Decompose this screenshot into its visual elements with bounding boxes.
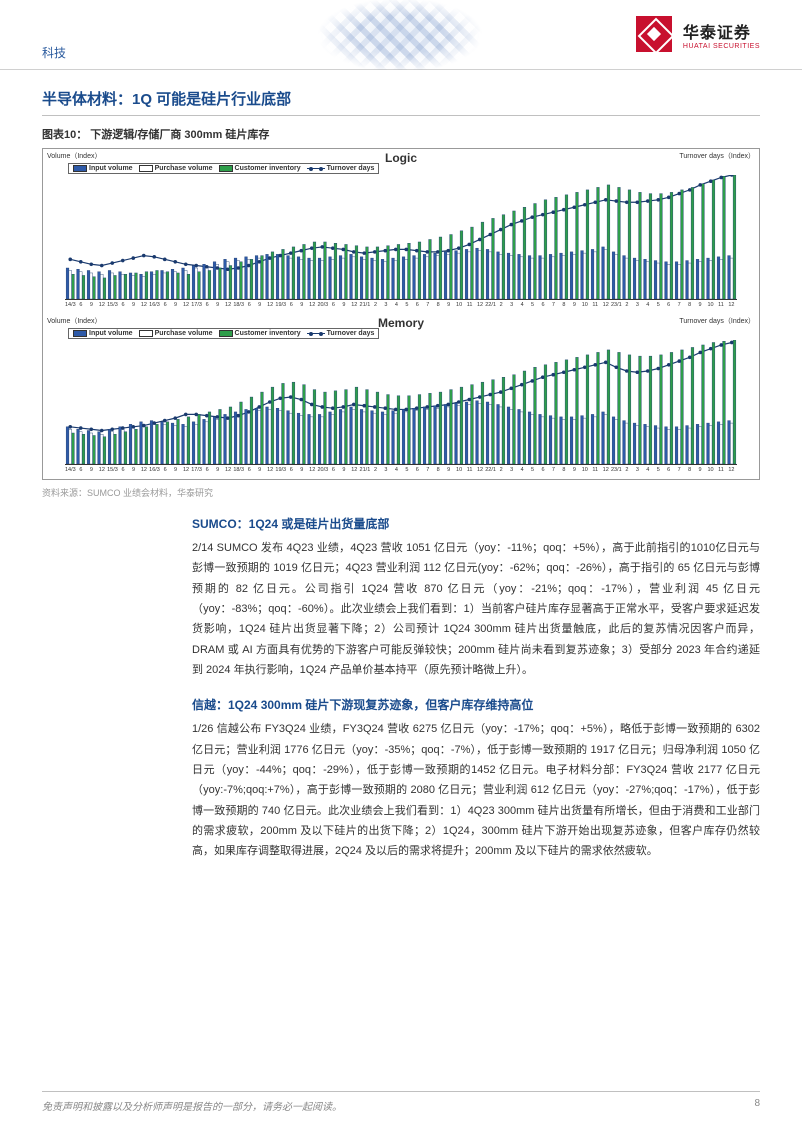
chart-logic: Logic Volume（Index） Turnover days（Index）…	[43, 149, 759, 314]
x-axis-logic: 14/3691215/3691216/3691217/3691218/36912…	[65, 300, 737, 314]
plot-area-memory	[65, 340, 737, 465]
legend-sw-line	[307, 333, 325, 334]
logo-mark	[636, 16, 672, 52]
logo-en: HUATAI SECURITIES	[683, 43, 760, 50]
logo-cn: 华泰证券	[683, 19, 760, 43]
plot-area-logic	[65, 175, 737, 300]
subhead-sumco: SUMCO：1Q24 或是硅片出货量底部	[192, 515, 760, 532]
legend-sw-inventory	[219, 165, 233, 172]
legend-sw-input	[73, 165, 87, 172]
legend-sw-input	[73, 330, 87, 337]
chart-title-memory: Memory	[378, 316, 424, 330]
legend: Input volume Purchase volume Customer in…	[68, 328, 379, 339]
para-sumco: 2/14 SUMCO 发布 4Q23 业绩，4Q23 营收 1051 亿日元（y…	[192, 538, 760, 680]
page-header: 科技 华泰证券 HUATAI SECURITIES	[0, 0, 802, 70]
body-text: SUMCO：1Q24 或是硅片出货量底部 2/14 SUMCO 发布 4Q23 …	[42, 515, 760, 862]
y-axis-left-label: Volume（Index）	[47, 151, 101, 161]
x-axis-memory: 14/3691215/3691216/3691217/3691218/36912…	[65, 465, 737, 479]
footer-disclaimer: 免责声明和披露以及分析师声明是报告的一部分，请务必一起阅读。	[42, 1098, 342, 1113]
logo: 华泰证券 HUATAI SECURITIES	[636, 16, 760, 52]
y-axis-left-label: Volume（Index）	[47, 316, 101, 326]
page-footer: 免责声明和披露以及分析师声明是报告的一部分，请务必一起阅读。 8	[42, 1091, 760, 1113]
chart-memory: Memory Volume（Index） Turnover days（Index…	[43, 314, 759, 479]
legend: Input volume Purchase volume Customer in…	[68, 163, 379, 174]
legend-sw-purchase	[139, 165, 153, 172]
header-decor	[280, 0, 520, 70]
para-shinetsu: 1/26 信越公布 FY3Q24 业绩，FY3Q24 营收 6275 亿日元（y…	[192, 719, 760, 861]
chart-title-logic: Logic	[385, 151, 417, 165]
legend-sw-inventory	[219, 330, 233, 337]
legend-sw-line	[307, 168, 325, 169]
footer-page: 8	[754, 1098, 760, 1113]
chart-panel: Logic Volume（Index） Turnover days（Index）…	[42, 148, 760, 480]
y-axis-right-label: Turnover days（Index）	[679, 316, 755, 326]
legend-sw-purchase	[139, 330, 153, 337]
subhead-shinetsu: 信越：1Q24 300mm 硅片下游现复苏迹象，但客户库存维持高位	[192, 696, 760, 713]
figure-caption: 图表10： 下游逻辑/存储厂商 300mm 硅片库存	[42, 126, 760, 142]
section-title: 半导体材料：1Q 可能是硅片行业底部	[42, 88, 760, 116]
source-note: 资料来源：SUMCO 业绩会材料，华泰研究	[42, 486, 760, 499]
header-category: 科技	[42, 44, 66, 61]
y-axis-right-label: Turnover days（Index）	[679, 151, 755, 161]
